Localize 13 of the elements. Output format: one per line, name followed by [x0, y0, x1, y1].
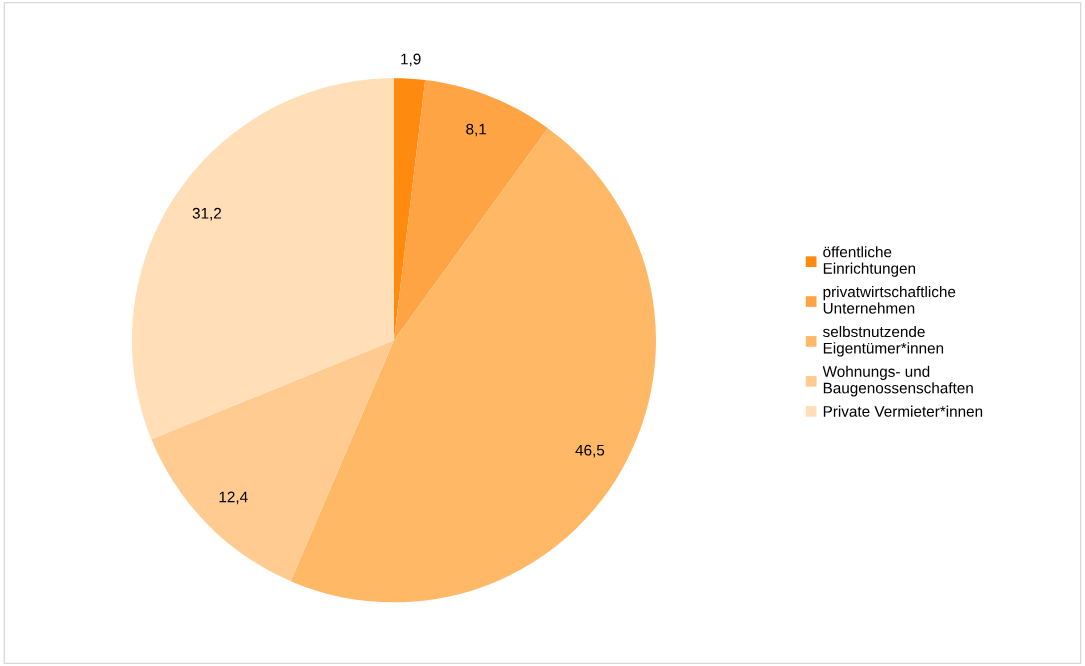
- pie-slice: [131, 78, 394, 440]
- legend-label: öffentliche Einrichtungen: [823, 246, 916, 277]
- legend-label: selbstnutzende Eigentümer*innen: [823, 325, 944, 357]
- data-label: 1,9: [401, 53, 421, 67]
- legend-label: privatwirtschaftliche Unternehmen: [823, 286, 956, 314]
- data-label: 12,4: [219, 491, 248, 505]
- pie-slice: [393, 80, 548, 341]
- data-label: 8,1: [466, 123, 487, 137]
- legend-label: Wohnungs- und Baugenossenschaften: [822, 365, 973, 397]
- pie-slice: [151, 340, 394, 582]
- legend-label: Private Vermieter*innen: [823, 405, 983, 417]
- data-label: 46,5: [575, 444, 605, 458]
- data-label: 31,2: [192, 207, 222, 221]
